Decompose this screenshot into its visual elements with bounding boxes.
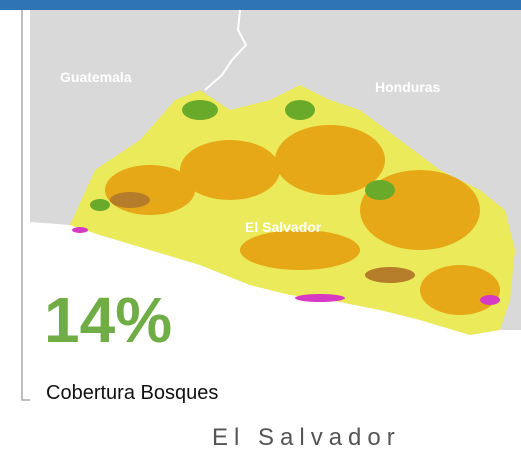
stat-value: 14% bbox=[44, 288, 172, 352]
stat-label: Cobertura Bosques bbox=[46, 382, 218, 405]
map-label: El Salvador bbox=[245, 219, 322, 235]
map-label: Guatemala bbox=[60, 69, 132, 85]
slide: Guatemala Honduras El Salvador 14% Cober… bbox=[0, 0, 521, 454]
top-bar bbox=[0, 0, 521, 10]
map-label: Honduras bbox=[375, 79, 441, 95]
panel-border bbox=[22, 10, 30, 400]
footer: El Salvador bbox=[212, 424, 401, 452]
